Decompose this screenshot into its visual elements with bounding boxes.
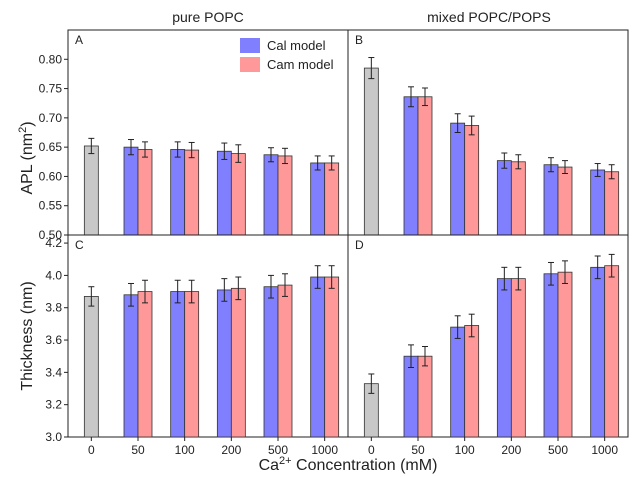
panel-frame-d: [347, 234, 629, 438]
x-tick-label-d-2: 100: [455, 443, 475, 457]
legend-swatch-cal: [240, 38, 260, 53]
bar-a-cam-500: [277, 155, 293, 236]
bar-b-cam-1000: [604, 171, 620, 236]
x-tick-label-c-5: 1000: [311, 443, 338, 457]
y-tick-label-c-3: 3.6: [45, 333, 62, 347]
y-tick-label-a-3: 0.65: [39, 140, 63, 154]
bar-d-cal-100: [450, 326, 466, 438]
x-tick-label-d-1: 50: [411, 443, 425, 457]
bar-b-cal-100: [450, 122, 466, 236]
bar-d-cam-50: [417, 355, 433, 438]
y-tick-label-c-4: 3.8: [45, 301, 62, 315]
y-tick-label-a-0: 0.50: [39, 228, 63, 242]
x-tick-label-d-0: 0: [368, 443, 375, 457]
legend: Cal model Cam model: [240, 38, 334, 72]
bar-a-cam-200: [230, 153, 246, 236]
panel-letter-d: D: [355, 238, 364, 252]
bar-c-cam-50: [137, 291, 153, 438]
bar-c-cal-500: [263, 286, 279, 438]
bar-c-cam-500: [277, 284, 293, 438]
bar-a-cam-1000: [324, 162, 340, 236]
y-tick-label-c-2: 3.4: [45, 365, 62, 379]
plot-layer: A 0.50 0.55 0.60 0.65 0.70 0.75 0.80 B C 3.0 3.2 3.4…: [39, 29, 629, 457]
y-tick-label-c-6: 4.2: [45, 236, 62, 250]
x-tick-label-c-3: 200: [221, 443, 241, 457]
bar-a-cal-100: [170, 149, 186, 236]
bar-a-cal-200: [216, 150, 232, 236]
bar-d-cal-500: [543, 273, 559, 438]
panel-letter-c: C: [75, 238, 84, 252]
bar-a-control: [83, 145, 99, 236]
bar-c-cam-100: [184, 291, 200, 438]
bar-c-cam-200: [230, 287, 246, 438]
bar-b-cam-50: [417, 96, 433, 236]
bar-d-cam-1000: [604, 265, 620, 438]
bar-c-cam-1000: [324, 276, 340, 438]
y-tick-label-a-5: 0.75: [39, 82, 63, 96]
y-axis-title-apl: APL (nm2): [17, 121, 36, 194]
bar-b-cam-200: [510, 161, 526, 236]
y-tick-label-c-0: 3.0: [45, 430, 62, 444]
bar-d-cam-200: [510, 278, 526, 438]
y-tick-label-c-5: 4.0: [45, 268, 62, 282]
bar-d-cal-200: [496, 278, 512, 438]
panel-frame-b: [347, 29, 629, 236]
y-tick-label-a-4: 0.70: [39, 111, 63, 125]
x-tick-label-c-2: 100: [175, 443, 195, 457]
x-axis-title: Ca2+ Concentration (mM): [259, 455, 438, 474]
bar-d-cal-50: [403, 355, 419, 438]
y-axis-title-thickness: Thickness (nm): [19, 281, 36, 390]
bar-c-cal-200: [216, 289, 232, 438]
bar-c-cal-50: [123, 294, 139, 438]
bar-b-cal-50: [403, 96, 419, 236]
bar-b-cam-100: [464, 125, 480, 236]
legend-label-cal: Cal model: [267, 38, 326, 53]
bar-c-control: [83, 296, 99, 438]
bar-b-cal-500: [543, 164, 559, 236]
panel-frame-c: [67, 234, 349, 438]
y-tick-label-a-1: 0.55: [39, 199, 63, 213]
bar-b-cal-1000: [590, 169, 606, 236]
column-title-pure-popc: pure POPC: [172, 9, 244, 25]
bar-a-cal-500: [263, 154, 279, 236]
x-tick-label-d-3: 200: [501, 443, 521, 457]
x-tick-label-c-1: 50: [131, 443, 145, 457]
column-title-mixed-popc-pops: mixed POPC/POPS: [427, 9, 551, 25]
bar-a-cam-100: [184, 149, 200, 236]
bar-b-control: [363, 67, 379, 236]
panel-letter-a: A: [75, 33, 83, 47]
x-tick-label-c-0: 0: [88, 443, 95, 457]
x-tick-label-c-4: 500: [268, 443, 288, 457]
y-tick-label-c-1: 3.2: [45, 398, 62, 412]
panel-letter-b: B: [355, 33, 363, 47]
legend-swatch-cam: [240, 57, 260, 72]
bar-d-cam-500: [557, 271, 573, 438]
bar-b-cam-500: [557, 166, 573, 236]
bar-a-cam-50: [137, 149, 153, 236]
bar-c-cal-100: [170, 291, 186, 438]
bar-a-cal-50: [123, 146, 139, 236]
y-tick-label-a-6: 0.80: [39, 52, 63, 66]
bar-c-cal-1000: [310, 276, 326, 438]
x-tick-label-d-4: 500: [548, 443, 568, 457]
bar-d-cal-1000: [590, 266, 606, 438]
x-tick-label-d-5: 1000: [591, 443, 618, 457]
bar-a-cal-1000: [310, 162, 326, 236]
y-tick-label-a-2: 0.60: [39, 169, 63, 183]
legend-label-cam: Cam model: [267, 57, 334, 72]
bar-d-cam-100: [464, 325, 480, 438]
bar-b-cal-200: [496, 160, 512, 236]
